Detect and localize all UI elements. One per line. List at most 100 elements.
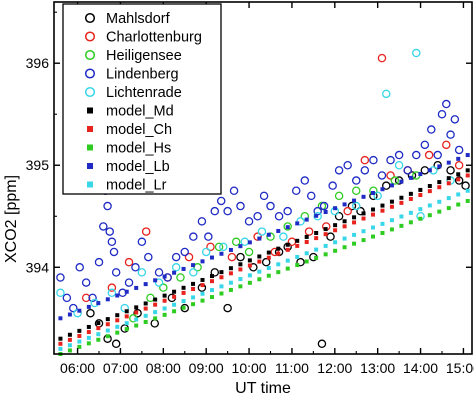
data-point xyxy=(296,257,305,267)
data-point xyxy=(356,206,365,216)
series-model-hs xyxy=(58,198,470,356)
data-point xyxy=(343,206,352,216)
data-point xyxy=(420,140,430,150)
data-point xyxy=(382,89,391,99)
model-point xyxy=(333,223,338,228)
model-point xyxy=(399,214,404,219)
x-tick-label: 09:00 xyxy=(189,360,224,376)
model-point xyxy=(437,185,442,190)
model-point xyxy=(67,348,72,353)
data-point xyxy=(144,252,153,262)
data-point xyxy=(253,212,262,221)
model-point xyxy=(181,305,186,310)
model-point xyxy=(295,263,300,268)
legend-item: Charlottenburg xyxy=(84,30,202,46)
data-point xyxy=(454,176,464,185)
model-point xyxy=(399,179,404,184)
data-point xyxy=(99,222,108,231)
model-point xyxy=(389,204,394,209)
model-point xyxy=(58,316,63,321)
model-point xyxy=(408,210,413,215)
model-point xyxy=(399,200,404,205)
x-axis: 06:00 07:00 08:00 09:00 10:00 11:00 12:00 13:00… xyxy=(60,2,474,376)
data-point xyxy=(377,171,387,180)
model-point xyxy=(200,259,205,264)
model-point xyxy=(361,238,366,243)
model-point xyxy=(389,218,394,223)
model-point xyxy=(266,232,271,237)
legend-marker xyxy=(87,144,93,151)
model-point xyxy=(266,273,271,278)
data-point xyxy=(433,160,442,170)
model-point xyxy=(361,194,366,199)
model-point xyxy=(427,203,432,208)
data-point xyxy=(154,278,164,287)
model-point xyxy=(162,306,167,311)
data-point xyxy=(274,212,284,221)
data-point xyxy=(204,232,213,241)
model-point xyxy=(370,191,375,196)
model-point xyxy=(380,203,385,208)
model-point xyxy=(361,211,366,216)
model-point xyxy=(427,189,432,194)
model-point xyxy=(219,275,224,280)
model-point xyxy=(257,269,262,274)
data-point xyxy=(343,160,352,170)
data-point xyxy=(231,237,241,247)
legend-marker xyxy=(84,86,96,98)
model-point xyxy=(276,228,281,233)
model-point xyxy=(342,224,347,229)
model-point xyxy=(304,251,309,256)
model-point xyxy=(124,289,129,294)
model-point xyxy=(285,266,290,271)
model-point xyxy=(162,293,167,298)
model-point xyxy=(314,230,319,235)
model-point xyxy=(238,277,243,282)
model-point xyxy=(342,245,347,250)
data-point xyxy=(319,201,329,211)
series-lindenberg xyxy=(56,99,464,313)
data-point xyxy=(347,201,357,211)
model-point xyxy=(427,184,432,189)
legend-item: model_Ch xyxy=(87,122,172,138)
data-point xyxy=(433,150,442,160)
data-point xyxy=(56,273,65,282)
x-tick-label: 14:00 xyxy=(403,360,438,376)
x-tick-label: 06:00 xyxy=(60,360,95,376)
data-point xyxy=(390,176,400,185)
data-point xyxy=(216,196,226,206)
model-point xyxy=(77,344,82,349)
legend-label: Mahlsdorf xyxy=(106,11,171,27)
model-point xyxy=(153,297,158,302)
legend-label: model_Lb xyxy=(106,159,170,175)
data-point xyxy=(317,339,327,349)
legend-label: model_Ch xyxy=(106,122,172,138)
model-point xyxy=(181,285,186,290)
data-point xyxy=(300,176,310,185)
model-point xyxy=(465,188,470,193)
model-point xyxy=(67,337,72,342)
model-point xyxy=(257,236,262,241)
model-point xyxy=(181,299,186,304)
model-point xyxy=(456,172,461,177)
model-point xyxy=(323,227,328,232)
model-point xyxy=(418,187,423,192)
data-point xyxy=(306,191,316,201)
series-model-ch xyxy=(58,173,470,346)
legend: Mahlsdorf Charlottenburg Heiligensee Linden… xyxy=(62,3,222,195)
model-point xyxy=(465,173,470,178)
model-point xyxy=(352,232,357,237)
model-point xyxy=(380,187,385,192)
data-point xyxy=(171,252,181,262)
legend-marker xyxy=(87,107,93,114)
model-point xyxy=(105,334,110,339)
model-point xyxy=(143,306,148,311)
model-point xyxy=(285,225,290,230)
model-point xyxy=(172,270,177,275)
model-point xyxy=(446,160,451,165)
data-point xyxy=(334,166,344,175)
data-point xyxy=(133,308,142,318)
model-point xyxy=(342,219,347,224)
data-marks xyxy=(56,48,470,356)
model-point xyxy=(191,302,196,307)
